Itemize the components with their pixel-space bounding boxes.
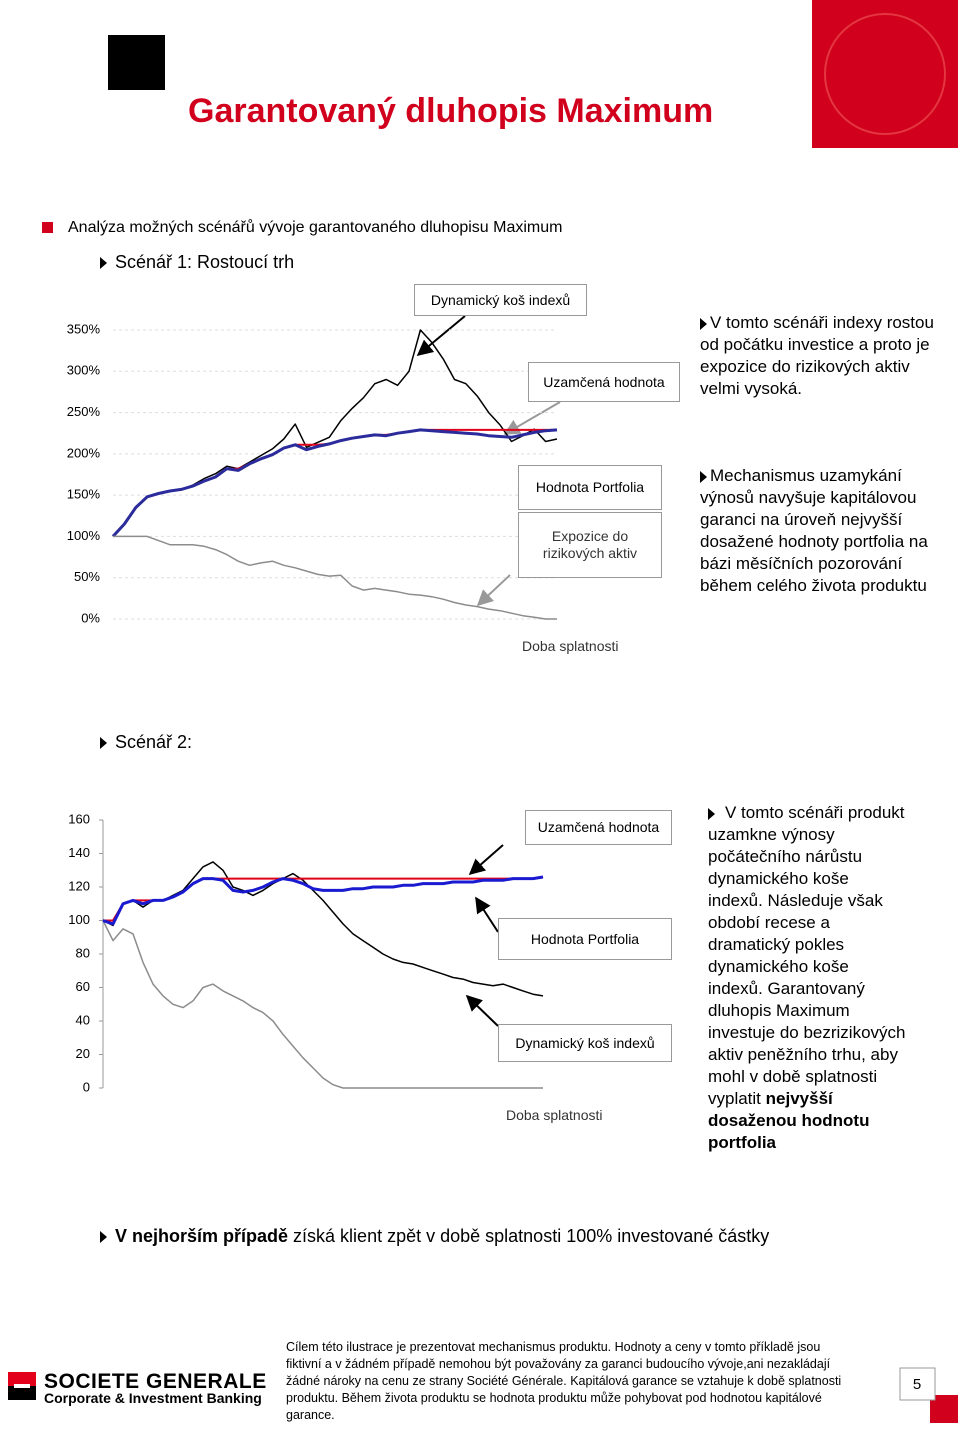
globe-tile bbox=[812, 0, 958, 148]
logo-square bbox=[108, 35, 165, 90]
series-line bbox=[102, 875, 544, 926]
callout: Hodnota Portfolia bbox=[518, 465, 662, 510]
note-text: V tomto scénáři indexy rostou od počátku… bbox=[700, 313, 934, 398]
conclusion-text: získá klient zpět v době splatnosti 100%… bbox=[288, 1226, 770, 1246]
y-tick-label: 20 bbox=[76, 1046, 90, 1061]
y-tick-label: 140 bbox=[68, 845, 90, 860]
arrow bbox=[476, 574, 511, 607]
page-number: 5 bbox=[913, 1376, 921, 1393]
series-line bbox=[111, 428, 558, 538]
series-line bbox=[113, 535, 557, 620]
y-tick-label: 50% bbox=[74, 569, 100, 584]
callout: Uzamčená hodnota bbox=[525, 810, 672, 845]
bullet bbox=[42, 222, 53, 233]
y-tick-label: 100% bbox=[67, 528, 101, 543]
note: V tomto scénáři indexy rostou od počátku… bbox=[700, 312, 940, 400]
y-tick-label: 0 bbox=[83, 1079, 90, 1094]
note-text: V tomto scénáři produkt uzamkne výnosy p… bbox=[708, 803, 906, 1108]
arrow bbox=[503, 401, 561, 435]
y-tick-label: 100 bbox=[68, 912, 90, 927]
series-line bbox=[112, 329, 558, 537]
arrow bbox=[465, 994, 499, 1027]
y-tick-label: 350% bbox=[67, 321, 101, 336]
sg-logo-bar bbox=[14, 1384, 30, 1388]
x-label: Doba splatnosti bbox=[522, 638, 619, 654]
heading-text: Scénář 1: Rostoucí trh bbox=[115, 252, 295, 272]
conclusion: V nejhorším případě získá klient zpět v … bbox=[100, 1226, 769, 1247]
callout: Dynamický koš indexů bbox=[414, 284, 587, 316]
y-tick-label: 40 bbox=[76, 1012, 90, 1027]
conclusion-bold: V nejhorším případě bbox=[115, 1226, 289, 1246]
y-tick-label: 0% bbox=[81, 610, 100, 625]
arrow bbox=[416, 315, 466, 357]
callout: Dynamický koš indexů bbox=[498, 1024, 672, 1062]
arrow bbox=[475, 896, 499, 933]
division: Corporate & Investment Banking bbox=[44, 1390, 262, 1406]
title: Garantovaný dluhopis Maximum bbox=[188, 92, 714, 130]
y-tick-label: 80 bbox=[76, 945, 90, 960]
callout: Uzamčená hodnota bbox=[528, 362, 680, 402]
sg-logo-top bbox=[8, 1372, 36, 1386]
y-tick-label: 250% bbox=[67, 404, 101, 419]
brand: SOCIETE GENERALE bbox=[44, 1370, 267, 1393]
arrows bbox=[416, 315, 561, 1027]
note: Mechanismus uzamykání výnosů navyšuje ka… bbox=[700, 465, 940, 597]
x-label: Doba splatnosti bbox=[506, 1107, 603, 1123]
scenario-heading: Scénář 1: Rostoucí trh bbox=[100, 252, 294, 273]
intro: Analýza možných scénářů vývoje garantova… bbox=[68, 219, 563, 236]
arrow bbox=[468, 844, 504, 876]
callout: Hodnota Portfolia bbox=[498, 918, 672, 960]
globe bbox=[824, 13, 946, 135]
note-text: Mechanismus uzamykání výnosů navyšuje ka… bbox=[700, 466, 928, 595]
series-line bbox=[112, 428, 557, 538]
series-line bbox=[102, 920, 543, 1089]
y-tick-label: 120 bbox=[68, 878, 90, 893]
heading-text: Scénář 2: bbox=[115, 732, 193, 752]
y-tick-label: 150% bbox=[67, 487, 101, 502]
disclaimer: Cílem této ilustrace je prezentovat mech… bbox=[286, 1340, 842, 1422]
note: V tomto scénáři produkt uzamkne výnosy p… bbox=[708, 802, 908, 1154]
y-tick-label: 300% bbox=[67, 363, 101, 378]
y-tick-label: 160 bbox=[68, 811, 90, 826]
y-tick-label: 60 bbox=[76, 979, 90, 994]
note-bold: nejvyšší dosaženou hodnotu portfolia bbox=[708, 1089, 870, 1152]
page-box bbox=[899, 1367, 936, 1401]
callout: Expozice do rizikových aktiv bbox=[518, 512, 662, 578]
y-tick-label: 200% bbox=[67, 445, 101, 460]
sg-logo-bottom bbox=[8, 1386, 36, 1400]
scenario-heading: Scénář 2: bbox=[100, 732, 192, 753]
